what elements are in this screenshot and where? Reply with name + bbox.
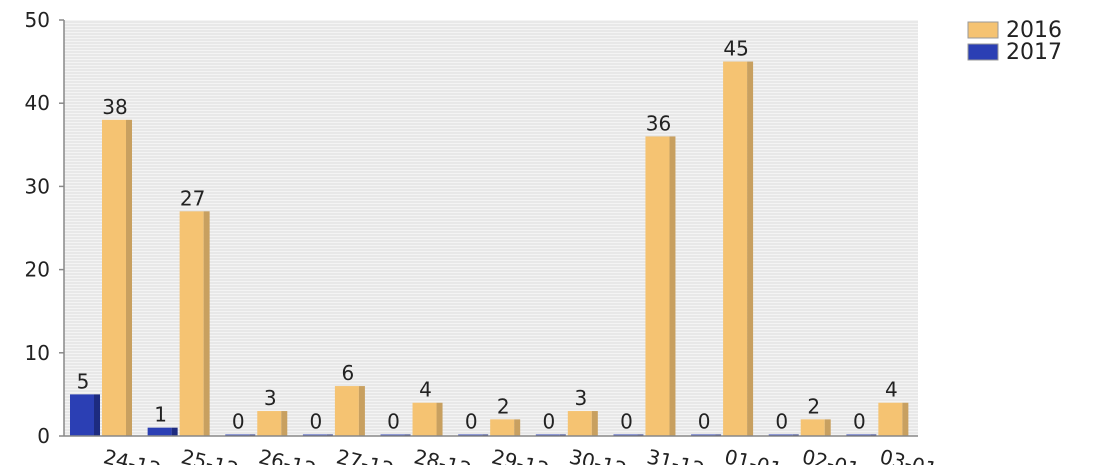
series-2016-bar [645, 136, 670, 437]
series-2016-bar-side [591, 411, 598, 436]
series-2016-bar [878, 402, 903, 436]
series-2016-data-label: 3 [574, 386, 587, 410]
series-2016-bar [490, 419, 515, 436]
x-tick-label: 27-12 [334, 444, 396, 465]
x-tick-label: 28-12 [412, 444, 474, 465]
x-tick-label: 03-01 [877, 444, 939, 465]
series-2016-bar [334, 386, 359, 436]
legend-swatch-2017 [967, 43, 999, 61]
y-tick-label: 30 [25, 174, 50, 198]
series-2017-bar [70, 394, 94, 436]
series-2016-data-label: 38 [102, 95, 127, 119]
series-2017-data-label: 0 [775, 410, 788, 434]
series-2016-data-label: 45 [723, 37, 748, 61]
series-2017-data-label: 0 [387, 410, 400, 434]
series-2016-bar-side [203, 211, 210, 436]
series-2016-data-label: 36 [646, 111, 671, 135]
x-tick-label: 31-12 [645, 444, 707, 465]
y-tick-label: 40 [25, 91, 50, 115]
x-tick-label: 29-12 [489, 444, 551, 465]
x-axis: 24-12 25-12 26-12 27-12 28-12 29-12 30-12 31-12… [64, 435, 940, 465]
series-2016-bar-side [126, 119, 132, 436]
series-2016-data-label: 6 [342, 361, 355, 385]
series-2016-bar [179, 211, 204, 436]
series-2016-data-label: 4 [885, 378, 898, 402]
series-2017-data-label: 0 [232, 410, 245, 434]
series-2016-bar-side [669, 136, 676, 437]
series-2017-bar [147, 427, 172, 436]
legend-label-2017: 2017 [1006, 40, 1062, 65]
series-2017-data-label: 0 [542, 410, 555, 434]
x-tick-label: 25-12 [179, 444, 241, 465]
series-2016-data-label: 2 [807, 394, 820, 418]
series-2016-bar [567, 411, 592, 436]
y-tick-label: 50 [25, 8, 50, 32]
series-2016-data-label: 4 [419, 378, 432, 402]
series-2016-data-label: 2 [497, 394, 510, 418]
series-2017-data-label: 0 [620, 410, 633, 434]
series-2016-bar [723, 61, 748, 436]
series-2016-bar-side [747, 61, 754, 436]
x-tick-label: 01-01 [722, 444, 784, 465]
y-axis: 0 10 20 30 40 50 [25, 8, 65, 448]
series-2016-bar-side [436, 402, 443, 436]
y-tick-label: 0 [37, 424, 50, 448]
series-2017-data-label: 0 [698, 410, 711, 434]
series-2016-bar-side [824, 419, 831, 436]
series-2017-data-label: 1 [154, 403, 167, 427]
series-2016-bar-side [514, 419, 521, 436]
series-2017-bar-side [94, 394, 100, 436]
series-2017-data-label: 5 [77, 369, 90, 393]
series-2016-bar [257, 411, 282, 436]
series-2017-data-label: 0 [853, 410, 866, 434]
series-2016-data-label: 27 [180, 186, 205, 210]
series-2016-bar-side [358, 386, 365, 436]
series-2016-bar [102, 119, 126, 436]
series-2016-bar [412, 402, 437, 436]
series-2017-bar-side [171, 427, 178, 436]
legend-swatch-2016 [967, 21, 999, 39]
legend-label-2016: 2016 [1006, 18, 1062, 43]
series-2017-data-label: 0 [310, 410, 323, 434]
x-tick-label: 24-12 [101, 444, 163, 465]
series-2017-data-label: 0 [465, 410, 478, 434]
gridlines [64, 21, 918, 434]
x-tick-label: 26-12 [256, 444, 318, 465]
series-2016-data-label: 3 [264, 386, 277, 410]
series-2016-bar [800, 419, 825, 436]
x-tick-label: 30-12 [567, 444, 629, 465]
y-tick-label: 10 [25, 341, 50, 365]
y-tick-label: 20 [25, 258, 50, 282]
x-tick-label: 02-01 [800, 444, 862, 465]
series-2016-bar-side [902, 402, 909, 436]
series-2016-bar-side [281, 411, 288, 436]
